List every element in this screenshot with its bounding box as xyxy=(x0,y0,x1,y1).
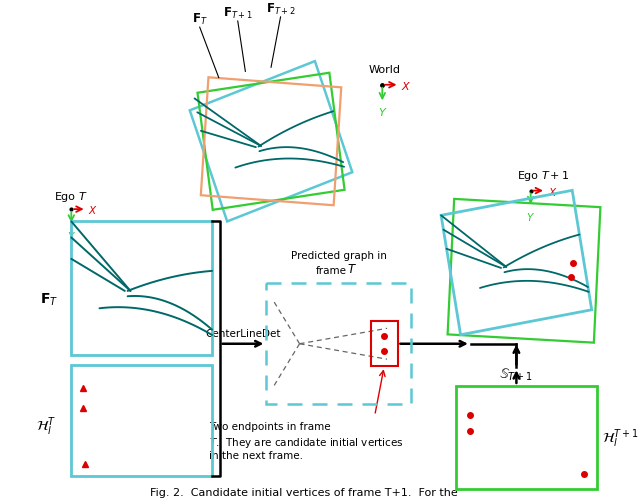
Text: $\mathcal{H}_l^{T+1}$: $\mathcal{H}_l^{T+1}$ xyxy=(602,426,639,449)
Bar xyxy=(71,366,212,476)
Bar xyxy=(71,222,212,355)
Text: Fig. 2.  Candidate initial vertices of frame T+1.  For the: Fig. 2. Candidate initial vertices of fr… xyxy=(150,487,458,497)
Text: Two endpoints in frame: Two endpoints in frame xyxy=(209,421,331,431)
Text: $T$: $T$ xyxy=(347,263,357,276)
Text: $X$: $X$ xyxy=(401,80,412,92)
Bar xyxy=(371,322,397,367)
Text: $X$: $X$ xyxy=(88,204,98,215)
Text: $T$: $T$ xyxy=(78,189,88,201)
Text: $\mathbf{F}_{T+2}$: $\mathbf{F}_{T+2}$ xyxy=(266,2,296,17)
Text: Ego: Ego xyxy=(55,191,76,201)
Text: $\mathcal{H}_l^T$: $\mathcal{H}_l^T$ xyxy=(36,415,56,437)
Text: World: World xyxy=(369,65,401,75)
Text: $\mathbf{F}_T$: $\mathbf{F}_T$ xyxy=(40,291,58,307)
Text: $Y$: $Y$ xyxy=(526,211,535,222)
Text: $T$.  They are candidate initial vertices: $T$. They are candidate initial vertices xyxy=(209,435,404,449)
Text: $T+1$: $T+1$ xyxy=(541,169,570,181)
Text: $\mathbf{F}_{T+1}$: $\mathbf{F}_{T+1}$ xyxy=(223,6,253,21)
Bar xyxy=(266,284,411,405)
Text: frame: frame xyxy=(316,266,346,276)
Text: $X$: $X$ xyxy=(548,185,557,197)
Text: $\mathbb{S}_{T+1}$: $\mathbb{S}_{T+1}$ xyxy=(499,366,533,382)
Bar xyxy=(456,386,597,488)
Text: Ego: Ego xyxy=(518,171,539,181)
Text: $\mathbf{F}_T$: $\mathbf{F}_T$ xyxy=(192,12,207,27)
Text: in the next frame.: in the next frame. xyxy=(209,450,303,460)
Text: $Y$: $Y$ xyxy=(378,106,387,118)
Text: Predicted graph in: Predicted graph in xyxy=(291,251,387,261)
Text: CenterLineDet: CenterLineDet xyxy=(205,328,281,338)
Text: $Y$: $Y$ xyxy=(67,229,76,241)
